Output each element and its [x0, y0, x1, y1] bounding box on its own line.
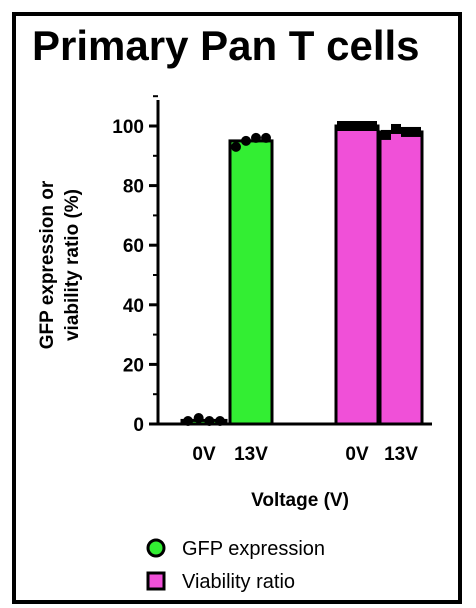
y-axis-title-line2: viability ratio (%): [62, 189, 83, 341]
bar: [180, 418, 228, 426]
data-point: [261, 132, 271, 143]
bar: [334, 124, 380, 426]
data-point: [401, 126, 411, 137]
y-tick-label: 100: [112, 117, 144, 138]
legend-label-gfp: GFP expression: [182, 538, 325, 560]
data-point: [391, 123, 401, 134]
legend-marker-gfp: [146, 538, 166, 558]
data-point: [193, 413, 204, 424]
data-point: [337, 121, 347, 131]
data-point: [241, 135, 251, 146]
bar: [228, 139, 274, 426]
data-point: [215, 416, 225, 427]
data-point: [231, 141, 241, 152]
y-tick-label: 20: [123, 355, 144, 376]
x-tick-label: 13V: [384, 444, 418, 465]
y-tick-label: 0: [133, 415, 144, 436]
y-tick-label: 40: [123, 296, 144, 317]
data-point: [381, 129, 391, 140]
y-tick-label: 80: [123, 177, 144, 198]
data-point: [347, 121, 357, 131]
legend-marker-viability: [146, 571, 166, 591]
bar: [378, 130, 424, 426]
x-tick-label: 13V: [234, 444, 268, 465]
y-tick-label: 60: [123, 236, 144, 257]
x-tick-label: 0V: [345, 444, 369, 465]
chart-title: Primary Pan T cells: [32, 22, 420, 69]
legend-label-viability: Viability ratio: [182, 571, 295, 593]
data-point: [204, 416, 215, 427]
data-point: [411, 126, 421, 137]
x-axis-title: Voltage (V): [251, 490, 349, 511]
x-tick-label: 0V: [192, 444, 216, 465]
data-point: [357, 121, 367, 131]
y-axis-title-line1: GFP expression or: [37, 180, 58, 349]
data-point: [367, 121, 377, 131]
data-point: [183, 416, 193, 427]
data-point: [251, 132, 261, 143]
